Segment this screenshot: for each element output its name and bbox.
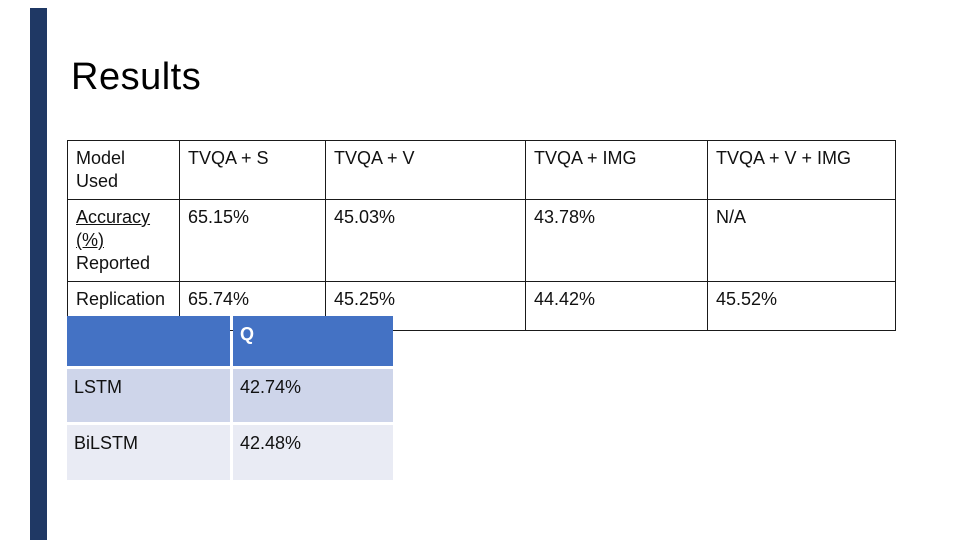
accuracy-value-tvqa-v-img: N/A <box>707 199 896 282</box>
replication-value-tvqa-v-img: 45.52% <box>707 281 896 331</box>
slide-accent-bar <box>30 8 47 540</box>
header-tvqa-v-img: TVQA + V + IMG <box>707 140 896 200</box>
accuracy-value-tvqa-img: 43.78% <box>525 199 708 282</box>
results-row-accuracy: Accuracy (%) Reported 65.15% 45.03% 43.7… <box>67 199 896 282</box>
replication-value-tvqa-img: 44.42% <box>525 281 708 331</box>
header-tvqa-img: TVQA + IMG <box>525 140 708 200</box>
qa-header-empty-cell <box>67 316 230 366</box>
slide-title: Results <box>71 56 202 98</box>
accuracy-row-label: Accuracy (%) Reported <box>67 199 180 282</box>
accuracy-label-plain: Reported <box>76 253 151 273</box>
results-table: Model Used TVQA + S TVQA + V TVQA + IMG … <box>67 140 896 331</box>
accuracy-label-underlined: Accuracy (%) <box>76 207 151 250</box>
header-tvqa-s: TVQA + S <box>179 140 326 200</box>
accuracy-value-tvqa-v: 45.03% <box>325 199 526 282</box>
accuracy-value-tvqa-s: 65.15% <box>179 199 326 282</box>
qa-table: Q LSTM 42.74% BiLSTM 42.48% <box>67 316 393 480</box>
qa-header-q-cell: Q <box>233 316 393 366</box>
qa-row-bilstm-label: BiLSTM <box>67 425 230 480</box>
qa-row-lstm-value: 42.74% <box>233 369 393 422</box>
header-tvqa-v: TVQA + V <box>325 140 526 200</box>
qa-row-bilstm-value: 42.48% <box>233 425 393 480</box>
results-header-row: Model Used TVQA + S TVQA + V TVQA + IMG … <box>67 140 896 200</box>
header-model-used: Model Used <box>67 140 180 200</box>
qa-row-lstm-label: LSTM <box>67 369 230 422</box>
